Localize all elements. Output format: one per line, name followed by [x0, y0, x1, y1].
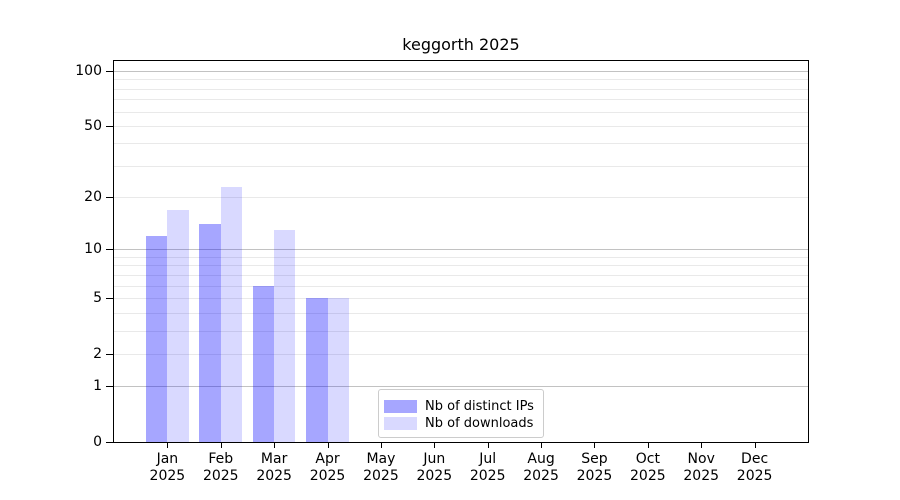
- legend-swatch-downloads: [384, 417, 417, 430]
- y-gridline-major: [114, 386, 808, 388]
- y-gridline-minor: [114, 143, 808, 145]
- bar: [167, 209, 189, 442]
- x-tick-label: Oct 2025: [630, 451, 666, 484]
- x-tick-label: Nov 2025: [683, 451, 720, 484]
- y-gridline-minor: [114, 165, 808, 167]
- x-tick: [167, 442, 169, 448]
- gridlines: [114, 61, 808, 442]
- x-tick: [327, 442, 329, 448]
- y-tick: [106, 125, 113, 127]
- x-tick: [701, 442, 703, 448]
- legend-item: Nb of downloads: [384, 415, 535, 432]
- y-gridline-minor: [114, 285, 808, 287]
- x-tick: [274, 442, 276, 448]
- y-tick: [106, 197, 113, 199]
- bar: [146, 235, 168, 442]
- x-axis: Jan 2025 Feb 2025 Mar 2025 Apr 2025 May 2025…: [114, 61, 808, 484]
- chart-title: keggorth 2025: [402, 35, 520, 54]
- x-tick-label: Apr 2025: [309, 451, 346, 484]
- bar: [199, 224, 221, 442]
- y-gridline-minor: [114, 99, 808, 101]
- bar: [327, 297, 349, 442]
- y-tick: [106, 71, 113, 72]
- x-tick: [594, 442, 596, 448]
- y-gridline-minor: [114, 88, 808, 90]
- y-gridline-minor: [114, 125, 808, 127]
- bar: [274, 229, 296, 442]
- y-axis: 0 1 2 5 10 20 50 100: [75, 61, 808, 450]
- x-tick-label: Mar 2025: [256, 451, 292, 484]
- x-tick-label: Jan 2025: [149, 451, 186, 484]
- legend-swatch-distinct-ips: [384, 400, 417, 413]
- y-gridline-major: [114, 71, 808, 72]
- y-gridline-minor: [114, 297, 808, 299]
- y-gridline-minor: [114, 79, 808, 81]
- y-gridline-minor: [114, 265, 808, 267]
- x-tick-label: Sep 2025: [576, 451, 613, 484]
- x-tick-label: Jun 2025: [416, 451, 453, 484]
- x-tick-label: Jul 2025: [469, 451, 506, 484]
- x-tick: [434, 442, 436, 448]
- y-tick: [106, 249, 113, 251]
- x-tick: [647, 442, 649, 448]
- plot-area: 0 1 2 5 10 20 50 100 Jan 2025 Feb 2025 Mar 2025 Ap…: [75, 60, 809, 484]
- bars: [114, 61, 808, 442]
- x-tick: [220, 442, 222, 448]
- y-tick: [106, 442, 113, 443]
- bar: [306, 297, 328, 442]
- y-gridline-minor: [114, 330, 808, 332]
- y-tick-label: 2: [93, 345, 102, 362]
- y-tick-label: 20: [84, 189, 102, 206]
- y-tick: [106, 297, 113, 299]
- y-tick: [106, 386, 113, 388]
- legend-label: Nb of distinct IPs: [425, 399, 534, 414]
- y-gridline-minor: [114, 197, 808, 199]
- x-tick-label: Feb 2025: [202, 451, 239, 484]
- x-tick-label: May 2025: [363, 451, 399, 484]
- legend-item: Nb of distinct IPs: [384, 398, 535, 415]
- y-gridline-minor: [114, 256, 808, 258]
- legend-label: Nb of downloads: [425, 416, 534, 431]
- x-tick: [541, 442, 543, 448]
- x-tick: [754, 442, 756, 448]
- y-tick-label: 0: [93, 434, 102, 450]
- y-tick-label: 5: [93, 289, 102, 306]
- x-tick-label: Aug 2025: [523, 451, 559, 484]
- y-tick-label: 50: [84, 117, 102, 134]
- y-gridline-minor: [114, 353, 808, 355]
- y-gridline-minor: [114, 274, 808, 276]
- x-tick: [487, 442, 489, 448]
- y-gridline-major: [114, 249, 808, 251]
- y-tick: [106, 353, 113, 355]
- x-tick-label: Dec 2025: [736, 451, 773, 484]
- x-tick: [380, 442, 382, 448]
- y-tick-label: 10: [84, 241, 102, 258]
- legend: Nb of distinct IPs Nb of downloads: [378, 389, 544, 438]
- bar: [252, 285, 275, 442]
- bar: [220, 186, 243, 442]
- y-gridline-minor: [114, 111, 808, 113]
- y-gridline-minor: [114, 312, 808, 314]
- y-tick-label: 100: [75, 63, 102, 79]
- y-tick-label: 1: [93, 378, 102, 395]
